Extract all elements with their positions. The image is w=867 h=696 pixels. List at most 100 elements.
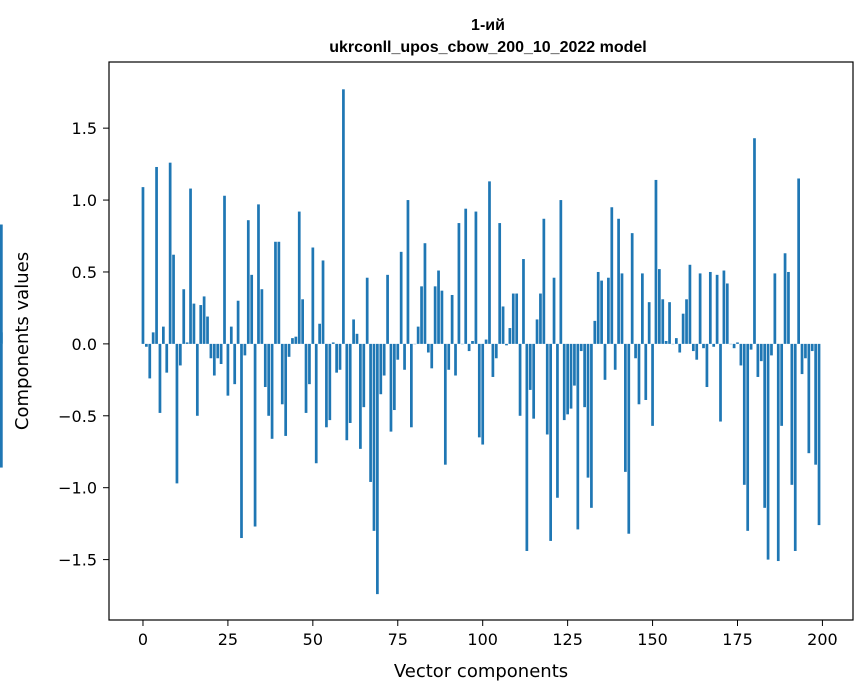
bar-90 (447, 343, 451, 370)
bar-165 (702, 343, 705, 349)
bar-192 (793, 343, 797, 551)
bar-103 (491, 343, 495, 377)
bar-64 (359, 343, 362, 449)
bar-85 (430, 343, 434, 369)
y-tick-label: 0.5 (72, 263, 97, 282)
bar-29 (240, 343, 243, 539)
bar-131 (586, 343, 590, 478)
bar-92 (454, 343, 457, 376)
bar-101 (484, 339, 488, 344)
bar-162 (691, 343, 695, 352)
bar-117 (539, 293, 542, 344)
bar-41 (280, 343, 284, 405)
bar-130 (583, 343, 586, 408)
bar-124 (562, 343, 566, 421)
bar-13 (185, 342, 189, 344)
bar-47 (301, 299, 304, 344)
bar-75 (396, 343, 400, 360)
bar-187 (776, 343, 780, 562)
bar-74 (393, 343, 396, 411)
bar-5 (158, 343, 162, 413)
bar-166 (705, 343, 709, 388)
bar-198 (814, 343, 817, 465)
bar-190 (787, 271, 790, 344)
bar-122 (556, 343, 559, 498)
bar-69 (376, 343, 379, 595)
bar-151 (654, 179, 658, 344)
bar-136 (603, 343, 607, 380)
x-tick-label: 0 (138, 630, 148, 649)
bar-55 (328, 343, 332, 421)
bar-95 (464, 208, 468, 344)
bar-98 (474, 211, 478, 344)
bar-88 (440, 290, 444, 344)
bar-77 (403, 343, 406, 370)
bar-115 (532, 343, 536, 419)
x-axis-ticks: 0 25 50 75 100 125 150 175 200 (138, 620, 838, 649)
bar-196 (807, 343, 811, 454)
bar-36 (263, 343, 267, 388)
bar-170 (719, 343, 722, 422)
bar-81 (416, 326, 420, 344)
bar-27 (233, 343, 237, 385)
bar-140 (617, 218, 620, 344)
bar-141 (620, 273, 624, 344)
bar-134 (596, 271, 600, 344)
y-tick-label: −1.0 (58, 479, 97, 498)
bar-179 (749, 343, 753, 350)
bar-87 (437, 270, 440, 344)
bar-67 (369, 343, 372, 482)
bar-44 (291, 338, 294, 344)
bar-175 (736, 342, 739, 344)
bar-133 (593, 320, 597, 344)
x-tick-label: 200 (807, 630, 838, 649)
bar-150 (651, 343, 654, 426)
bar-167 (708, 271, 712, 344)
bar-168 (712, 343, 716, 347)
bar-106 (501, 306, 505, 344)
bar-161 (688, 264, 692, 344)
bar-57 (335, 343, 338, 373)
bar-83 (423, 243, 427, 344)
x-tick-label: 150 (637, 630, 668, 649)
bar-15 (192, 303, 196, 344)
bar-4 (155, 166, 158, 344)
bar-119 (545, 343, 549, 435)
bar-129 (579, 343, 583, 352)
chart-title-line-2: ukrconll_upos_cbow_200_10_2022 model (329, 39, 646, 56)
bar-153 (661, 299, 665, 344)
bar-147 (641, 273, 644, 344)
bar-143 (627, 343, 631, 534)
bar-54 (325, 343, 328, 428)
bar-51 (314, 343, 318, 464)
bar-25 (226, 343, 230, 396)
bar-17 (199, 305, 203, 344)
bar-142 (624, 343, 627, 472)
y-tick-label: 1.5 (72, 119, 97, 138)
bar-199 (817, 343, 821, 526)
bar-18 (202, 296, 206, 344)
bar-107 (505, 343, 508, 346)
bar-145 (634, 343, 637, 359)
bar-163 (695, 343, 699, 360)
bar-181 (756, 343, 760, 377)
bar-102 (488, 181, 491, 344)
bar-70 (379, 343, 383, 395)
bar-139 (613, 343, 617, 370)
bar-23 (219, 343, 223, 365)
bar-112 (522, 259, 525, 344)
bar-38 (270, 343, 274, 439)
bar-99 (477, 343, 481, 438)
bar-42 (284, 343, 288, 436)
bar-194 (800, 343, 804, 375)
bar-series (0, 89, 821, 595)
bar-undefined (0, 343, 3, 468)
bar-195 (804, 343, 807, 359)
bar-109 (511, 293, 515, 344)
bar-132 (590, 343, 593, 508)
bar-62 (352, 319, 355, 344)
bar-48 (304, 343, 308, 413)
bar-49 (308, 343, 311, 385)
bar-138 (610, 207, 614, 344)
bar-89 (443, 343, 447, 465)
